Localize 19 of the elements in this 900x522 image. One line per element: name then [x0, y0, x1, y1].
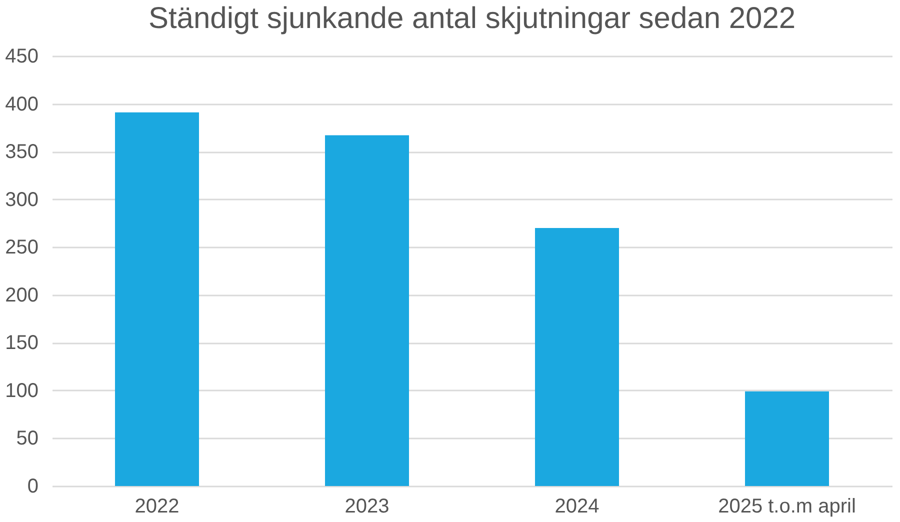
- y-tick-label: 100: [5, 380, 38, 402]
- y-tick-label: 200: [5, 284, 38, 306]
- y-tick-label: 400: [5, 93, 38, 116]
- y-tick-label: 300: [5, 188, 38, 211]
- x-tick-label: 2023: [344, 496, 390, 518]
- x-tick-label: 2022: [134, 496, 180, 518]
- y-tick-label: 250: [5, 236, 38, 259]
- y-tick-label: 450: [5, 46, 38, 68]
- chart-title: Ständigt sjunkande antal skjutningar sedan 2022: [148, 2, 796, 35]
- bar: [535, 228, 619, 486]
- y-tick-label: 50: [16, 428, 38, 450]
- bar: [745, 391, 829, 486]
- y-tick-label: 350: [5, 141, 38, 164]
- bar: [115, 112, 199, 486]
- y-tick-label: 0: [27, 476, 38, 498]
- bar: [325, 135, 409, 486]
- x-tick-label: 2025 t.o.m april: [718, 496, 856, 518]
- x-tick-label: 2024: [554, 496, 600, 518]
- y-tick-label: 150: [5, 332, 38, 354]
